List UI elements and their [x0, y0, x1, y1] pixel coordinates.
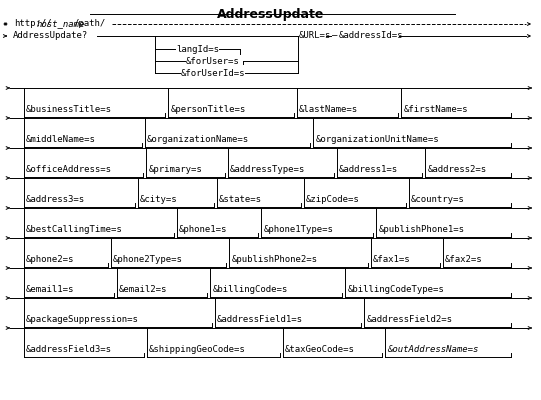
- Text: &address3=s: &address3=s: [26, 196, 85, 204]
- Text: &officeAddress=s: &officeAddress=s: [26, 166, 112, 174]
- Text: http://: http://: [14, 20, 51, 28]
- Text: &bestCallingTime=s: &bestCallingTime=s: [26, 226, 123, 234]
- Text: &shippingGeoCode=s: &shippingGeoCode=s: [148, 346, 245, 354]
- Text: AddressUpdate: AddressUpdate: [217, 8, 324, 21]
- Text: &phone1Type=s: &phone1Type=s: [263, 226, 333, 234]
- Text: &zipCode=s: &zipCode=s: [306, 196, 360, 204]
- Text: &state=s: &state=s: [219, 196, 261, 204]
- Text: &middleName=s: &middleName=s: [26, 136, 96, 144]
- Text: &phone2Type=s: &phone2Type=s: [113, 256, 183, 264]
- Text: &country=s: &country=s: [411, 196, 465, 204]
- Text: &fax2=s: &fax2=s: [445, 256, 482, 264]
- Text: &address1=s: &address1=s: [339, 166, 398, 174]
- Text: &fax1=s: &fax1=s: [373, 256, 411, 264]
- Text: &forUserId=s: &forUserId=s: [181, 68, 246, 78]
- Text: —: —: [332, 32, 338, 40]
- Text: AddressUpdate?: AddressUpdate?: [13, 32, 88, 40]
- Text: &publishPhone2=s: &publishPhone2=s: [232, 256, 318, 264]
- Text: &addressType=s: &addressType=s: [230, 166, 305, 174]
- Text: &addressField1=s: &addressField1=s: [217, 316, 303, 324]
- Text: &URL=s: &URL=s: [299, 32, 331, 40]
- Text: &billingCodeType=s: &billingCodeType=s: [347, 286, 444, 294]
- Text: &outAddressName=s: &outAddressName=s: [387, 346, 478, 354]
- Text: &businessTitle=s: &businessTitle=s: [26, 106, 112, 114]
- Text: &primary=s: &primary=s: [148, 166, 202, 174]
- Text: &billingCode=s: &billingCode=s: [213, 286, 288, 294]
- Text: &organizationName=s: &organizationName=s: [147, 136, 249, 144]
- Text: &personTitle=s: &personTitle=s: [170, 106, 246, 114]
- Text: &address2=s: &address2=s: [427, 166, 486, 174]
- Text: &phone2=s: &phone2=s: [26, 256, 74, 264]
- Text: &publishPhone1=s: &publishPhone1=s: [378, 226, 464, 234]
- Text: &addressId=s: &addressId=s: [339, 32, 404, 40]
- Text: /path/: /path/: [74, 20, 106, 28]
- Text: &city=s: &city=s: [140, 196, 177, 204]
- Text: &phone1=s: &phone1=s: [179, 226, 227, 234]
- Text: &packageSuppression=s: &packageSuppression=s: [26, 316, 139, 324]
- Text: &forUser=s: &forUser=s: [186, 56, 240, 66]
- Text: &addressField3=s: &addressField3=s: [26, 346, 112, 354]
- Text: &firstName=s: &firstName=s: [404, 106, 468, 114]
- Text: &email1=s: &email1=s: [26, 286, 74, 294]
- Text: langId=s: langId=s: [176, 44, 219, 54]
- Text: &taxGeoCode=s: &taxGeoCode=s: [285, 346, 354, 354]
- Text: host_name: host_name: [37, 20, 85, 28]
- Text: &organizationUnitName=s: &organizationUnitName=s: [315, 136, 439, 144]
- Text: &addressField2=s: &addressField2=s: [366, 316, 452, 324]
- Text: &email2=s: &email2=s: [119, 286, 168, 294]
- Text: &lastName=s: &lastName=s: [299, 106, 358, 114]
